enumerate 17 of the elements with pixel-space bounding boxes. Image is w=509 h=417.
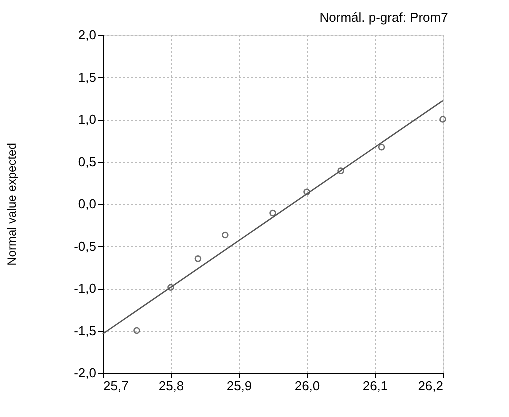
y-tick-label: 0,5 [78, 154, 96, 170]
x-tick-label: 25,9 [226, 378, 252, 394]
y-tick-label: -1,5 [74, 323, 96, 338]
y-tick-label: 1,0 [78, 112, 96, 127]
x-tick-label: 26,0 [294, 378, 320, 394]
x-tick-label: 26,1 [362, 378, 388, 394]
y-tick-label: 2,0 [78, 28, 96, 42]
x-tick-label: 25,8 [158, 378, 184, 394]
y-tick-label: -2,0 [74, 366, 96, 380]
y-tick-label: 1,5 [78, 70, 96, 85]
y-tick-label: -0,5 [74, 238, 96, 254]
chart-title: Normál. p-graf: Prom7 [320, 10, 448, 25]
y-tick-label: 0,0 [78, 196, 96, 212]
x-tick-label: 26,2 [418, 378, 444, 394]
x-tick-label: 25,7 [104, 378, 129, 394]
y-axis-title: Normal value expected [5, 143, 20, 266]
y-tick-label: -1,0 [74, 281, 96, 296]
